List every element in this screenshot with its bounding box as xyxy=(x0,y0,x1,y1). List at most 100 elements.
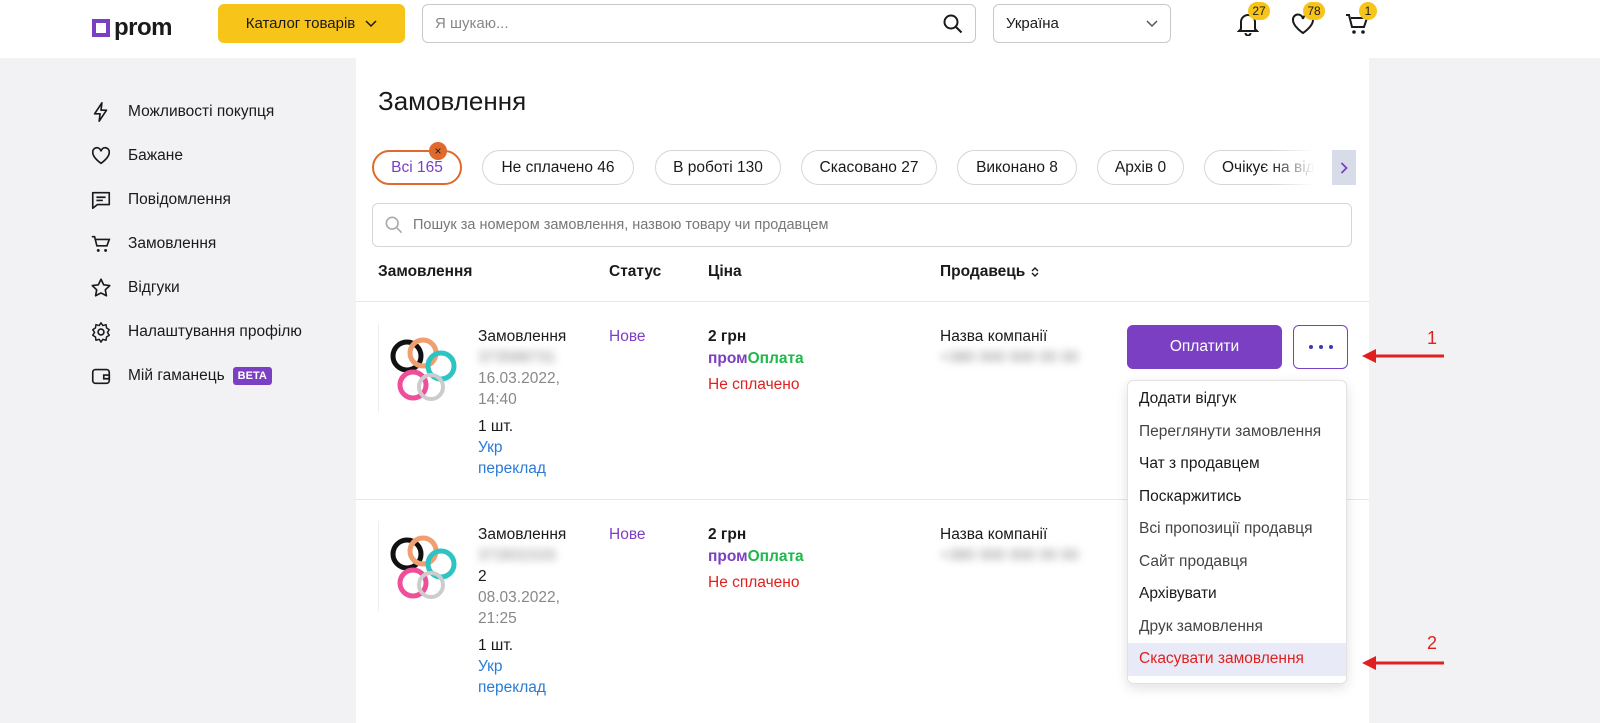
more-actions-button[interactable] xyxy=(1293,325,1348,369)
sidebar-item-wishlist[interactable]: Бажане xyxy=(90,134,350,178)
prom-payment-brand-1: пром xyxy=(708,548,748,565)
cart-icon xyxy=(91,235,111,252)
seller-name[interactable]: Назва компанії xyxy=(940,328,1048,345)
order-date: 16.03.2022, xyxy=(478,370,560,387)
order-time: 21:25 xyxy=(478,610,517,627)
heart-icon xyxy=(91,146,111,165)
search-input[interactable] xyxy=(435,15,943,32)
logo-square-icon xyxy=(92,19,110,37)
dot xyxy=(1308,345,1313,349)
catalog-label: Каталог товарів xyxy=(245,15,356,32)
top-bar: prom Каталог товарів Україна 27 78 1 xyxy=(0,0,1600,58)
order-time: 14:40 xyxy=(478,391,517,408)
tab-archive[interactable]: Архів 0 xyxy=(1097,150,1184,185)
column-header-seller-label: Продавець xyxy=(940,263,1026,280)
order-search-input[interactable] xyxy=(413,217,1339,233)
sidebar: Можливості покупця Бажане Повідомлення З… xyxy=(90,90,350,398)
heart-icon xyxy=(1292,13,1314,35)
sidebar-item-label: Замовлення xyxy=(128,235,217,252)
favorites-badge: 78 xyxy=(1303,2,1325,20)
column-header-price: Ціна xyxy=(708,263,742,280)
menu-item-seller-offers[interactable]: Всі пропозиції продавця xyxy=(1139,520,1313,538)
annotation-arrow-1 xyxy=(1362,349,1444,363)
catalog-button[interactable]: Каталог товарів xyxy=(218,4,405,43)
tabs-scroll-right-button[interactable] xyxy=(1332,150,1356,185)
order-price: 2 грн xyxy=(708,328,747,345)
seller-name[interactable]: Назва компанії xyxy=(940,526,1048,543)
message-icon xyxy=(91,191,111,210)
cart-button[interactable]: 1 xyxy=(1343,2,1377,38)
annotation-number-1: 1 xyxy=(1427,328,1438,348)
translate-link[interactable]: Укр xyxy=(478,658,503,675)
sidebar-item-label: Налаштування профілю xyxy=(128,323,302,340)
star-icon xyxy=(91,278,111,297)
sort-icon xyxy=(1031,267,1039,277)
dot xyxy=(1328,345,1333,349)
annotation-arrow-2 xyxy=(1362,656,1444,670)
chevron-down-icon xyxy=(1146,19,1158,27)
product-image[interactable] xyxy=(378,521,464,611)
status-badge: Нове xyxy=(609,328,646,345)
sidebar-item-buyer-features[interactable]: Можливості покупця xyxy=(90,90,350,134)
menu-item-print-order[interactable]: Друк замовлення xyxy=(1139,617,1263,635)
order-number: 373588731 xyxy=(478,349,556,366)
order-quantity: 1 шт. xyxy=(478,637,514,654)
prom-logo[interactable]: prom xyxy=(92,14,173,42)
translate-link-2[interactable]: переклад xyxy=(478,460,546,477)
sidebar-item-label: Відгуки xyxy=(128,279,180,296)
row-divider xyxy=(356,499,1369,500)
status-filter-tabs: Всі 165 Не сплачено 46 В роботі 130 Скас… xyxy=(372,150,1332,188)
clear-filter-icon[interactable]: × xyxy=(429,142,447,160)
hair-ties-image xyxy=(390,337,457,401)
status-badge: Нове xyxy=(609,526,646,543)
column-header-status: Статус xyxy=(609,263,662,280)
search-icon[interactable] xyxy=(943,14,963,34)
payment-status: Не сплачено xyxy=(708,574,800,591)
sidebar-item-wallet[interactable]: Мій гаманець BETA xyxy=(90,354,350,398)
order-search-box xyxy=(372,203,1352,247)
prom-payment-label: промОплата xyxy=(708,546,804,567)
seller-phone: +380 000 000 00 00 xyxy=(940,547,1079,564)
country-select[interactable]: Україна xyxy=(993,4,1171,43)
annotation-number-2: 2 xyxy=(1427,633,1438,653)
cart-badge: 1 xyxy=(1359,2,1377,20)
seller-phone: +380 000 000 00 00 xyxy=(940,349,1079,366)
sidebar-item-label: Повідомлення xyxy=(128,191,231,208)
notifications-badge: 27 xyxy=(1248,2,1270,20)
page-title: Замовлення xyxy=(378,86,527,116)
menu-item-complain[interactable]: Поскаржитись xyxy=(1139,487,1242,505)
tab-completed[interactable]: Виконано 8 xyxy=(957,150,1077,185)
translate-link-2[interactable]: переклад xyxy=(478,679,546,696)
sidebar-item-label: Можливості покупця xyxy=(128,103,275,120)
order-number: 372831533 xyxy=(478,547,556,564)
menu-item-chat-seller[interactable]: Чат з продавцем xyxy=(1139,455,1260,473)
prom-payment-brand-2: Оплата xyxy=(747,548,804,565)
beta-badge: BETA xyxy=(232,367,272,385)
translate-link[interactable]: Укр xyxy=(478,439,503,456)
sidebar-item-label: Бажане xyxy=(128,147,183,164)
sidebar-item-messages[interactable]: Повідомлення xyxy=(90,178,350,222)
tab-all[interactable]: Всі 165 xyxy=(372,150,462,185)
order-actions-menu: Додати відгук Переглянути замовлення Чат… xyxy=(1127,380,1347,684)
menu-item-cancel-order[interactable]: Скасувати замовлення xyxy=(1128,643,1346,676)
favorites-button[interactable]: 78 xyxy=(1289,2,1325,38)
sidebar-item-reviews[interactable]: Відгуки xyxy=(90,266,350,310)
menu-item-add-review[interactable]: Додати відгук xyxy=(1139,390,1237,408)
menu-item-seller-site[interactable]: Сайт продавця xyxy=(1139,552,1248,570)
dot xyxy=(1318,345,1323,349)
sidebar-item-orders[interactable]: Замовлення xyxy=(90,222,350,266)
menu-item-view-order[interactable]: Переглянути замовлення xyxy=(1139,422,1322,440)
order-label: Замовлення xyxy=(478,328,567,345)
column-header-seller[interactable]: Продавець xyxy=(940,263,1039,281)
lightning-icon xyxy=(93,102,108,122)
tab-unpaid[interactable]: Не сплачено 46 xyxy=(482,150,634,185)
wallet-icon xyxy=(91,368,111,385)
pay-button[interactable]: Оплатити xyxy=(1127,325,1282,369)
tab-cancelled[interactable]: Скасовано 27 xyxy=(801,150,937,185)
sidebar-item-profile-settings[interactable]: Налаштування профілю xyxy=(90,310,350,354)
order-number-tail: 2 xyxy=(478,568,487,585)
notifications-button[interactable]: 27 xyxy=(1234,2,1270,38)
menu-item-archive[interactable]: Архівувати xyxy=(1139,585,1217,603)
product-image[interactable] xyxy=(378,323,464,413)
tab-in-progress[interactable]: В роботі 130 xyxy=(655,150,781,185)
